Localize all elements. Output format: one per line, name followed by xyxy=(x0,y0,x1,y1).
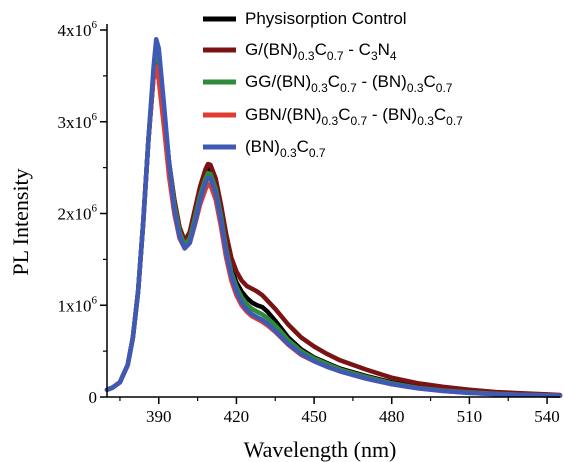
x-tick-label: 420 xyxy=(224,407,250,426)
ticks: 390 420 450 480 510 540 0 1x106 2x106 3x106 4x106 xyxy=(58,19,560,426)
y-axis-title: PL Intensity xyxy=(8,168,33,275)
x-tick-label: 480 xyxy=(379,407,405,426)
y-tick-label: 4x106 xyxy=(58,19,98,40)
x-axis-title: Wavelength (nm) xyxy=(244,437,397,462)
y-tick-label: 0 xyxy=(89,388,98,407)
legend-entry-2: G/(BN)0.3C0.7 - C3N4 xyxy=(245,40,397,63)
x-tick-label: 510 xyxy=(457,407,483,426)
series-line-5 xyxy=(104,36,563,398)
series-lines xyxy=(104,36,563,398)
x-tick-label: 390 xyxy=(146,407,172,426)
y-tick-label: 3x106 xyxy=(58,111,98,132)
legend-entry-5: (BN)0.3C0.7 xyxy=(245,137,326,160)
y-tick-label: 2x106 xyxy=(58,203,98,224)
legend-entry-4: GBN/(BN)0.3C0.7 - (BN)0.3C0.7 xyxy=(245,105,463,128)
x-tick-label: 450 xyxy=(301,407,327,426)
legend-entry-3: GG/(BN)0.3C0.7 - (BN)0.3C0.7 xyxy=(245,72,453,95)
y-tick-label: 1x106 xyxy=(58,294,98,315)
legend-entry-1: Physisorption Control xyxy=(245,9,407,28)
legend: Physisorption Control G/(BN)0.3C0.7 - C3N… xyxy=(203,9,463,160)
axes xyxy=(106,24,560,398)
x-tick-label: 540 xyxy=(534,407,560,426)
